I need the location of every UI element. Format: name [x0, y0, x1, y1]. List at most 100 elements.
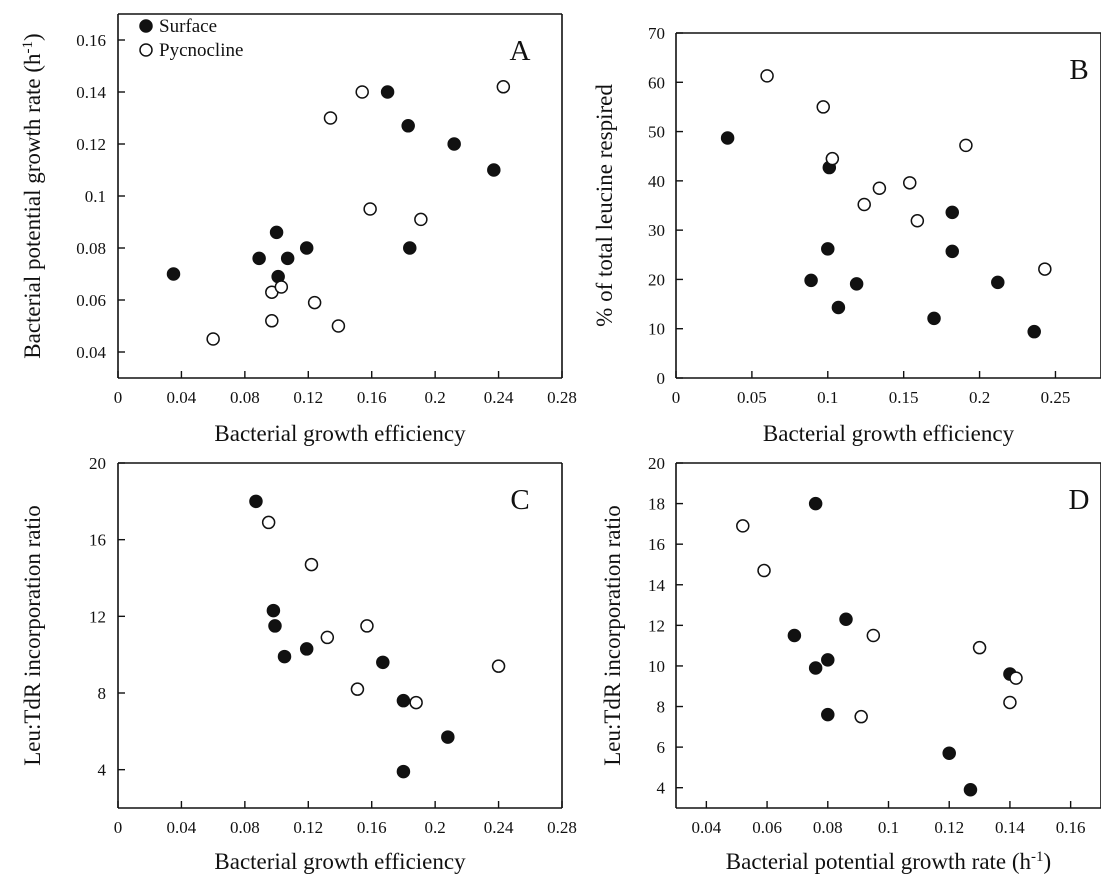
surface-point — [396, 764, 411, 779]
surface-point — [447, 137, 461, 151]
y-tick-label: 0.08 — [76, 239, 106, 258]
surface-point — [269, 225, 284, 240]
surface-point — [396, 693, 411, 708]
panel-label-b: B — [1069, 54, 1088, 86]
pycnocline-point — [757, 563, 771, 578]
x-tick-label: 0.06 — [752, 818, 782, 837]
y-tick-label: 18 — [648, 495, 665, 514]
panel-label-a: A — [510, 35, 531, 67]
legend-marker-pycnocline — [139, 43, 153, 57]
surface-point — [787, 628, 802, 643]
pycnocline-point — [866, 628, 881, 643]
y-tick-label: 12 — [89, 607, 106, 626]
surface-point — [280, 251, 295, 266]
y-tick-label: 20 — [648, 454, 665, 473]
surface-point — [942, 746, 956, 760]
surface-point — [403, 241, 417, 255]
surface-point — [380, 85, 395, 99]
x-axis-label: Bacterial potential growth rate (h-1) — [726, 849, 1051, 874]
surface-point — [1027, 324, 1041, 339]
x-tick-label: 0.12 — [293, 388, 323, 407]
y-tick-label: 10 — [648, 657, 665, 676]
panel-a: 0 0.04 0.08 0.12 0.16 0.2 0.24 0.28 0.04 0.06 0.08… — [20, 13, 577, 446]
surface-point — [831, 300, 846, 315]
y-tick-label: 0.16 — [76, 31, 106, 50]
x-tick-label: 0.08 — [230, 388, 260, 407]
pycnocline-point — [491, 659, 506, 673]
x-tick-label: 0.08 — [813, 818, 843, 837]
pycnocline-point — [910, 214, 925, 228]
y-tick-label: 70 — [648, 24, 665, 43]
pycnocline-point — [274, 280, 289, 294]
x-tick-label: 0.15 — [889, 388, 919, 407]
pycnocline-point — [736, 519, 750, 533]
surface-point — [808, 496, 823, 511]
x-tick-label: 0 — [672, 388, 681, 407]
y-tick-label: 20 — [648, 270, 665, 289]
surface-point — [266, 603, 281, 618]
y-axis-label: Leu:TdR incorporation ratio — [20, 505, 45, 766]
y-tick-label: 0.14 — [76, 83, 106, 102]
x-tick-label: 0.16 — [357, 388, 387, 407]
x-tick-label: 0.12 — [934, 818, 964, 837]
surface-point — [821, 653, 835, 667]
pycnocline-point — [206, 332, 220, 346]
y-tick-label: 10 — [648, 320, 665, 339]
surface-point — [849, 277, 864, 291]
surface-point — [277, 649, 292, 664]
surface-point — [945, 205, 959, 220]
x-tick-label: 0.04 — [167, 818, 197, 837]
y-tick-label: 60 — [648, 73, 665, 92]
pycnocline-point — [261, 515, 276, 530]
surface-point — [299, 642, 314, 656]
surface-point — [804, 273, 818, 288]
y-tick-label: 0 — [657, 369, 666, 388]
y-axis-label: Leu:TdR incorporation ratio — [600, 505, 625, 766]
pycnocline-point — [496, 80, 511, 94]
surface-point — [927, 311, 941, 326]
surface-point — [839, 612, 853, 627]
x-tick-label: 0.14 — [995, 818, 1025, 837]
surface-point — [401, 119, 415, 133]
pycnocline-point — [414, 212, 428, 227]
y-axis-label: Bacterial potential growth rate (h-1) — [20, 33, 45, 358]
y-tick-label: 6 — [657, 738, 666, 757]
pycnocline-point — [360, 619, 374, 633]
legend-marker-surface — [139, 19, 153, 33]
x-tick-label: 0.12 — [293, 818, 323, 837]
x-tick-label: 0.1 — [817, 388, 838, 407]
pycnocline-point — [323, 111, 338, 125]
surface-point — [808, 661, 823, 675]
pycnocline-point — [872, 181, 887, 195]
pycnocline-point — [304, 557, 319, 572]
x-tick-label: 0.04 — [691, 818, 721, 837]
pycnocline-point — [363, 202, 377, 216]
pycnocline-point — [760, 69, 774, 83]
y-tick-label: 0.12 — [76, 135, 106, 154]
pycnocline-point — [903, 176, 917, 190]
x-tick-label: 0 — [114, 388, 123, 407]
pycnocline-point — [972, 640, 987, 655]
panel-c: 0 0.04 0.08 0.12 0.16 0.2 0.24 0.28 4 8 12 16 20 Bact… — [20, 454, 577, 874]
x-tick-label: 0.24 — [484, 818, 514, 837]
legend-label-surface: Surface — [159, 16, 217, 37]
y-tick-label: 4 — [98, 761, 107, 780]
y-tick-label: 30 — [648, 221, 665, 240]
pycnocline-point — [959, 138, 973, 153]
x-tick-label: 0.16 — [1056, 818, 1086, 837]
x-tick-label: 0.2 — [425, 818, 446, 837]
pycnocline-point — [320, 630, 335, 645]
pycnocline-point — [825, 151, 840, 166]
y-axis-label: % of total leucine respired — [592, 84, 617, 327]
x-axis-label: Bacterial growth efficiency — [214, 421, 466, 446]
pycnocline-point — [265, 314, 279, 328]
surface-point — [821, 707, 835, 722]
y-tick-label: 0.06 — [76, 291, 106, 310]
pycnocline-point — [350, 682, 365, 696]
surface-point — [376, 655, 390, 670]
y-tick-label: 8 — [98, 684, 107, 703]
pycnocline-point — [1038, 262, 1052, 276]
pycnocline-point — [854, 709, 868, 724]
x-tick-label: 0.16 — [357, 818, 387, 837]
